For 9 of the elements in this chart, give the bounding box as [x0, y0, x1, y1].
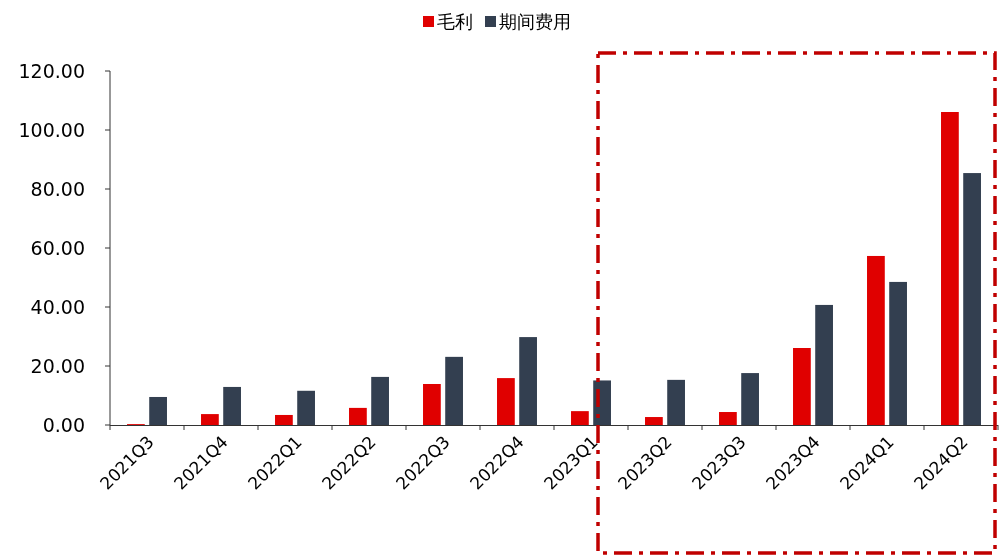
y-tick-label: 80.00 [30, 178, 85, 200]
y-tick-label: 40.00 [30, 296, 85, 318]
legend-label: 毛利 [437, 11, 473, 32]
y-tick-label: 60.00 [30, 237, 85, 259]
y-tick-label: 120.00 [18, 60, 85, 82]
y-tick-label: 100.00 [18, 119, 85, 141]
legend-label: 期间费用 [499, 11, 571, 32]
y-tick-label: 0.00 [42, 414, 85, 436]
y-tick-label: 20.00 [30, 355, 85, 377]
